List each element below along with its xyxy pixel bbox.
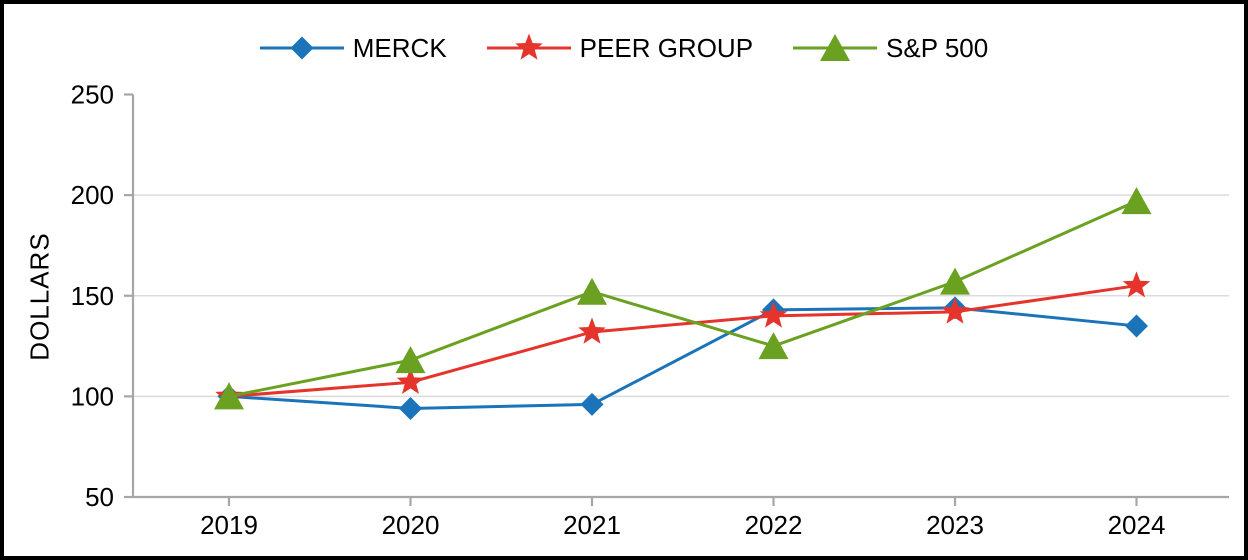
x-tick-label: 2021 (563, 510, 621, 540)
y-tick-label: 200 (71, 180, 114, 210)
data-point-s-p-500-2024 (1121, 187, 1152, 215)
merck-diamond-marker-icon (259, 36, 344, 60)
y-tick-label: 50 (85, 482, 114, 512)
x-tick-label: 2020 (382, 510, 440, 540)
data-point-merck-2021 (580, 392, 604, 416)
data-point-s-p-500-2020 (395, 346, 426, 374)
legend-label-peer-group: PEER GROUP (579, 32, 754, 63)
series-line-2 (228, 199, 1138, 398)
x-tick-label: 2023 (926, 510, 984, 540)
legend-label-merck: MERCK (352, 32, 447, 63)
legend-item-sp500: S&P 500 (793, 30, 988, 66)
data-point-peer-group-2021 (578, 317, 606, 344)
legend-item-peer-group: PEER GROUP (486, 30, 754, 66)
series-line-1 (228, 284, 1137, 398)
y-tick-label: 250 (71, 80, 114, 110)
chart-legend: MERCK PEER GROUP S&P 500 (4, 30, 1244, 66)
data-point-s-p-500-2019 (214, 382, 244, 410)
data-point-s-p-500-2023 (940, 267, 970, 295)
x-tick-label: 2022 (745, 510, 803, 540)
data-point-merck-2020 (399, 396, 422, 420)
data-point-merck-2024 (1125, 314, 1148, 338)
y-axis-title: DOLLARS (24, 232, 55, 361)
data-point-s-p-500-2022 (758, 332, 789, 360)
data-point-peer-group-2023 (941, 297, 969, 324)
data-point-peer-group-2024 (1122, 271, 1151, 298)
sp500-triangle-marker-icon (793, 34, 878, 61)
y-tick-label: 100 (71, 381, 114, 411)
data-point-s-p-500-2021 (577, 277, 607, 305)
y-tick-label: 150 (71, 281, 114, 311)
plot-area: 50 100 150 200 250 2019 2020 2021 2022 2023 2024 (71, 80, 1229, 540)
x-tick-label: 2019 (200, 510, 258, 540)
x-tick-label: 2024 (1108, 510, 1166, 540)
legend-item-merck: MERCK (259, 30, 447, 66)
data-point-peer-group-2020 (396, 367, 425, 395)
data-point-peer-group-2022 (759, 301, 788, 328)
peer-group-star-marker-icon (486, 33, 571, 60)
legend-label-sp500: S&P 500 (886, 32, 989, 63)
series-line-0 (228, 306, 1137, 410)
